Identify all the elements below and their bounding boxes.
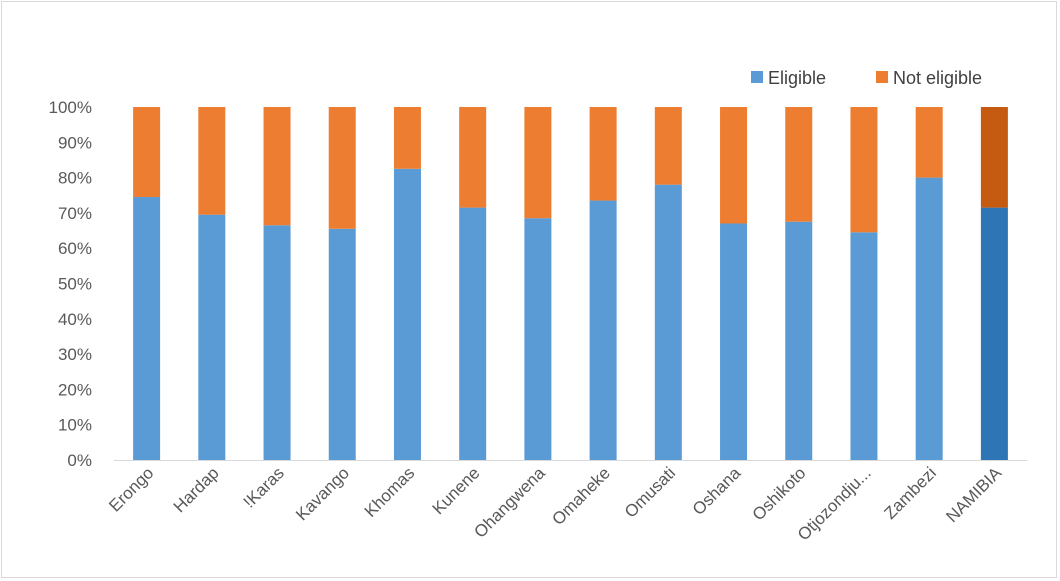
bar-segment-eligible <box>198 214 226 460</box>
bar-segment-eligible <box>459 207 487 460</box>
bar-segment-not-eligible <box>850 107 878 233</box>
legend-swatch-not-eligible <box>876 71 888 83</box>
bar-segment-not-eligible <box>328 107 356 229</box>
x-tick-label: Oshana <box>689 463 745 519</box>
y-tick-label: 70% <box>58 204 92 223</box>
legend-swatch-eligible <box>751 71 763 83</box>
bar-segment-not-eligible <box>263 107 291 226</box>
bar-segment-not-eligible <box>785 107 813 222</box>
y-tick-label: 90% <box>58 133 92 152</box>
bars <box>133 107 1008 461</box>
bar-segment-eligible <box>133 197 161 460</box>
bar-segment-eligible <box>524 218 552 460</box>
y-tick-label: 0% <box>67 451 92 470</box>
bar-segment-not-eligible <box>459 107 487 208</box>
y-tick-label: 100% <box>49 98 92 117</box>
bar-segment-not-eligible <box>915 107 943 178</box>
y-tick-label: 30% <box>58 345 92 364</box>
bar-segment-eligible <box>785 221 813 460</box>
x-tick-label: Zambezi <box>880 463 940 523</box>
bar-segment-not-eligible <box>654 107 682 185</box>
x-tick-label: NAMIBIA <box>942 463 1005 526</box>
y-tick-label: 50% <box>58 275 92 294</box>
y-tick-label: 10% <box>58 416 92 435</box>
x-tick-label: Khomas <box>361 463 419 521</box>
bar-segment-not-eligible <box>720 107 748 224</box>
legend-label: Eligible <box>768 68 826 88</box>
x-tick-label: Erongo <box>105 463 157 515</box>
bar-segment-eligible <box>980 207 1008 460</box>
x-tick-label: Ohangwena <box>470 463 549 542</box>
bar-segment-not-eligible <box>524 107 552 219</box>
y-tick-label: 60% <box>58 239 92 258</box>
bar-segment-not-eligible <box>980 107 1008 208</box>
legend-label: Not eligible <box>893 68 982 88</box>
bar-segment-eligible <box>915 177 943 460</box>
bar-segment-eligible <box>654 184 682 460</box>
x-tick-label: Omaheke <box>548 463 614 529</box>
x-tick-label: Kavango <box>292 463 353 524</box>
bar-segment-eligible <box>589 200 617 461</box>
x-tick-label: Oshikoto <box>749 463 810 524</box>
x-tick-label: Omusati <box>621 463 679 521</box>
x-tick-label: !Karas <box>240 463 288 511</box>
x-tick-label: Kunene <box>429 463 484 518</box>
bar-segment-eligible <box>850 232 878 460</box>
bar-segment-eligible <box>263 225 291 460</box>
legend: Eligible Not eligible <box>751 68 982 88</box>
bar-segment-not-eligible <box>589 107 617 201</box>
bar-segment-eligible <box>393 168 421 460</box>
x-tick-label: Hardap <box>170 463 223 516</box>
y-axis: 0% 10% 20% 30% 40% 50% 60% 70% 80% 90% 100% <box>49 98 92 470</box>
y-tick-label: 40% <box>58 310 92 329</box>
bar-segment-not-eligible <box>393 107 421 169</box>
bar-segment-not-eligible <box>198 107 226 215</box>
bar-segment-not-eligible <box>133 107 161 198</box>
y-tick-label: 80% <box>58 169 92 188</box>
bar-segment-eligible <box>328 228 356 460</box>
bar-segment-eligible <box>720 223 748 460</box>
x-axis: Erongo Hardap !Karas Kavango Khomas KuneneOha… <box>105 460 1027 544</box>
y-tick-label: 20% <box>58 380 92 399</box>
